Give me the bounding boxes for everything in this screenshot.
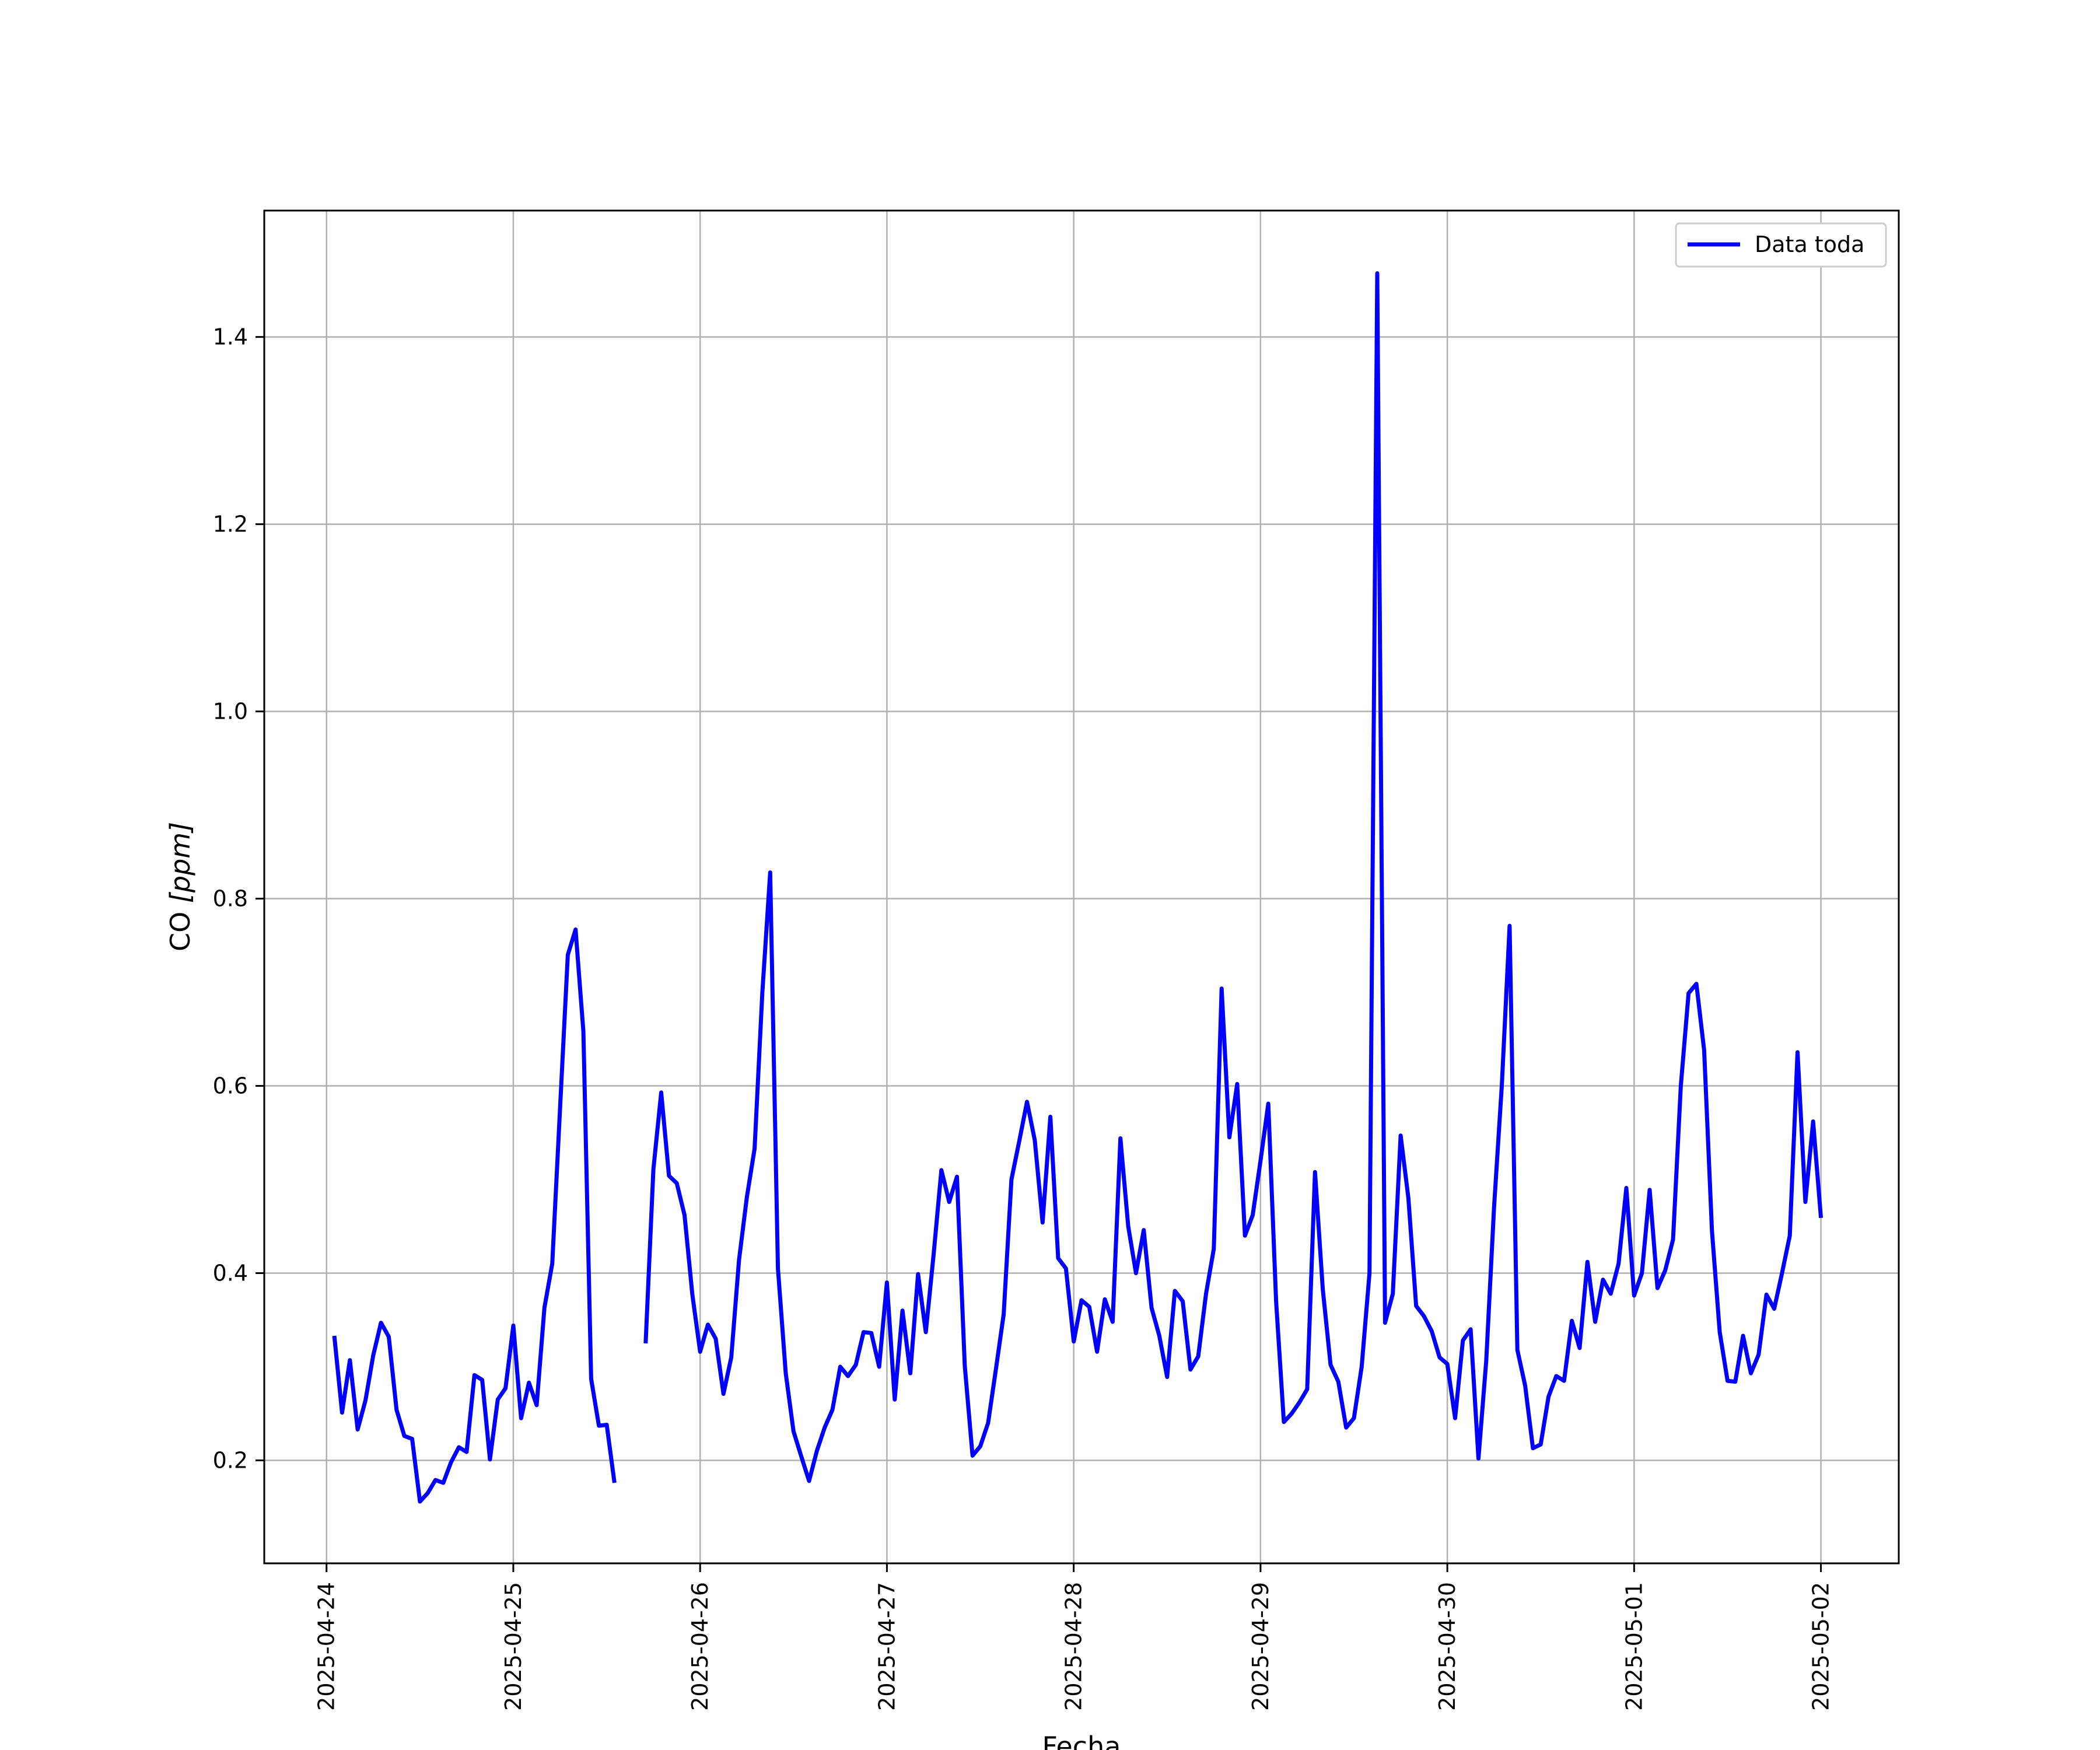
y-tick-label: 0.6 [213, 1073, 248, 1099]
x-axis-label: Fecha [1042, 1731, 1121, 1750]
x-tick-label: 2025-05-01 [1621, 1582, 1647, 1711]
y-axis-label-text: CO [164, 903, 196, 951]
series-line-segment [643, 271, 1824, 1483]
y-tick-label: 1.2 [213, 512, 248, 537]
x-tick-label: 2025-04-30 [1434, 1582, 1460, 1711]
x-tick-label: 2025-04-25 [501, 1582, 526, 1711]
y-tick-label: 1.4 [213, 324, 248, 350]
x-tick-label: 2025-04-27 [874, 1582, 900, 1711]
x-tick-label: 2025-04-28 [1061, 1582, 1087, 1711]
y-tick-label: 0.2 [213, 1447, 248, 1473]
x-tick-label: 2025-04-26 [687, 1582, 713, 1711]
plot-frame [263, 209, 1900, 1564]
x-tick-label: 2025-04-29 [1248, 1582, 1273, 1711]
y-axis-label-unit: [ppm] [164, 822, 196, 903]
legend-box [1675, 222, 1887, 268]
grid [264, 211, 1899, 1563]
y-tick-label: 0.8 [213, 886, 248, 912]
x-axis-ticks: 2025-04-24 2025-04-25 2025-04-26 2025-04-27… [314, 1563, 1834, 1711]
y-axis-ticks: 0.2 0.4 0.6 0.8 1.0 1.2 1.4 [213, 324, 264, 1473]
legend-label: Data toda [1755, 232, 1864, 257]
legend: Data toda [1675, 222, 1887, 268]
y-tick-label: 0.4 [213, 1260, 248, 1286]
x-tick-label: 2025-04-24 [314, 1582, 340, 1711]
y-tick-label: 1.0 [213, 699, 248, 724]
y-axis-label: CO [ppm] [164, 822, 196, 951]
x-tick-label: 2025-05-02 [1808, 1582, 1834, 1711]
series-line [332, 271, 1824, 1504]
series-line-segment [332, 928, 617, 1504]
